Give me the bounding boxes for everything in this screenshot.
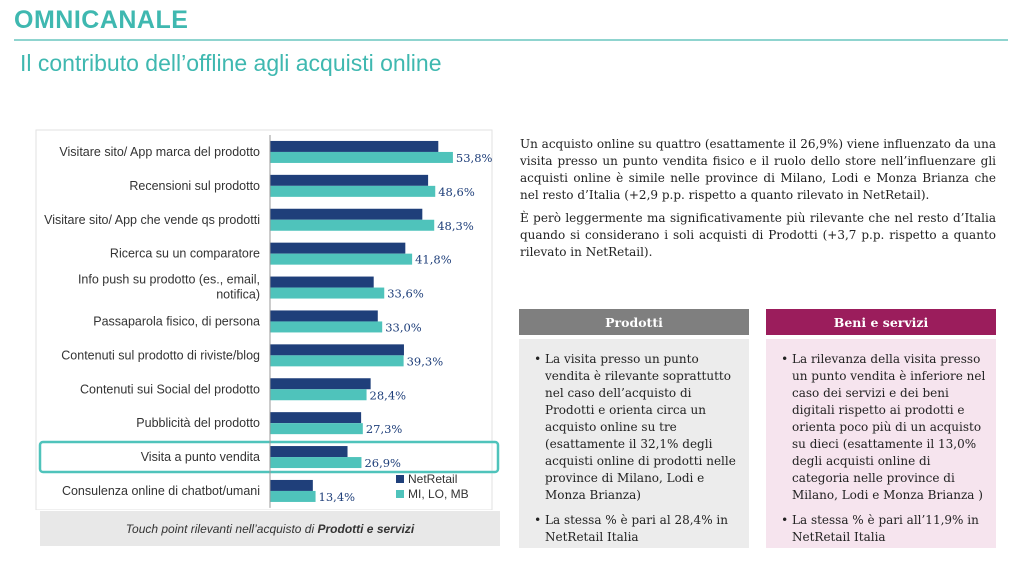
bar-netretail	[270, 412, 362, 424]
bar-netretail	[270, 479, 313, 491]
prodotti-bullet-2: La stessa % è pari al 28,4% in NetRetail…	[545, 512, 739, 546]
value-label: 39,3%	[407, 354, 444, 368]
bar-netretail	[270, 276, 374, 288]
value-label: 48,6%	[438, 185, 475, 199]
value-label: 27,3%	[366, 422, 403, 436]
legend-swatch-netretail	[396, 475, 404, 483]
caption-bold: Prodotti e servizi	[317, 521, 415, 536]
bar-netretail	[270, 378, 371, 390]
value-label: 33,0%	[385, 320, 422, 334]
bar-milomb	[270, 389, 367, 401]
bar-netretail	[270, 446, 348, 458]
bar-netretail	[270, 174, 429, 186]
bar-milomb	[270, 321, 383, 333]
highlight-box	[38, 440, 500, 474]
category-label: Pubblicità del prodotto	[136, 416, 260, 430]
prodotti-box-header: Prodotti	[519, 309, 749, 335]
bar-milomb	[270, 355, 404, 367]
servizi-box-header: Beni e servizi	[766, 309, 996, 335]
category-label: Recensioni sul prodotto	[129, 179, 260, 193]
category-label: Passaparola fisico, di persona	[93, 314, 260, 328]
legend-label-netretail: NetRetail	[408, 472, 457, 486]
intro-paragraph-1: Un acquisto online su quattro (esattamen…	[520, 137, 996, 202]
value-label: 48,3%	[437, 219, 474, 233]
intro-text: Un acquisto online su quattro (esattamen…	[520, 136, 996, 267]
touchpoint-bar-chart: 53,8% Visitare sito/ App marca del prodot…	[35, 129, 500, 510]
bar-netretail	[270, 140, 439, 152]
value-label: 13,4%	[319, 490, 356, 504]
prodotti-box-body: La visita presso un punto vendita è rile…	[519, 339, 749, 548]
value-label: 53,8%	[456, 151, 493, 165]
category-label: Visita a punto vendita	[141, 450, 260, 464]
chart-frame	[35, 129, 493, 510]
servizi-bullet-2: La stessa % è pari all’11,9% in NetRetai…	[792, 512, 986, 546]
legend-swatch-milomb	[396, 490, 404, 498]
bar-netretail	[270, 310, 378, 322]
category-label: Consulenza online di chatbot/umani	[62, 484, 260, 498]
bar-netretail	[270, 344, 404, 356]
page-subtitle: Il contributo dell’offline agli acquisti…	[20, 50, 442, 76]
legend-label-milomb: MI, LO, MB	[408, 487, 469, 501]
bar-milomb	[270, 185, 436, 197]
value-label: 41,8%	[415, 253, 452, 267]
category-label: Info push su prodotto (es., email,	[78, 273, 260, 287]
value-label: 26,9%	[364, 456, 401, 470]
category-label: notifica)	[216, 288, 260, 302]
chart-caption: Touch point rilevanti nell’acquisto di P…	[40, 511, 500, 546]
value-label: 28,4%	[370, 388, 407, 402]
category-label: Visitare sito/ App marca del prodotto	[59, 145, 260, 159]
servizi-bullet-1: La rilevanza della visita presso un punt…	[792, 351, 986, 504]
category-label: Contenuti sui Social del prodotto	[80, 382, 260, 396]
intro-paragraph-2: È però leggermente ma significativamente…	[520, 211, 996, 259]
bar-milomb	[270, 457, 362, 469]
bar-milomb	[270, 287, 385, 299]
bar-milomb	[270, 423, 363, 435]
caption-text: Touch point rilevanti nell’acquisto di	[125, 521, 315, 536]
servizi-box-body: La rilevanza della visita presso un punt…	[766, 339, 996, 548]
value-label: 33,6%	[387, 287, 424, 301]
bar-netretail	[270, 208, 423, 220]
bar-milomb	[270, 151, 453, 163]
bar-netretail	[270, 242, 406, 254]
category-label: Visitare sito/ App che vende qs prodotti	[44, 213, 260, 227]
bar-milomb	[270, 253, 413, 265]
category-label: Contenuti sul prodotto di riviste/blog	[61, 348, 260, 362]
bar-milomb	[270, 219, 435, 231]
category-label: Ricerca su un comparatore	[110, 247, 260, 261]
bar-milomb	[270, 490, 316, 502]
page-title: OMNICANALE	[14, 6, 189, 34]
prodotti-bullet-1: La visita presso un punto vendita è rile…	[545, 351, 739, 504]
title-divider	[14, 39, 1008, 41]
